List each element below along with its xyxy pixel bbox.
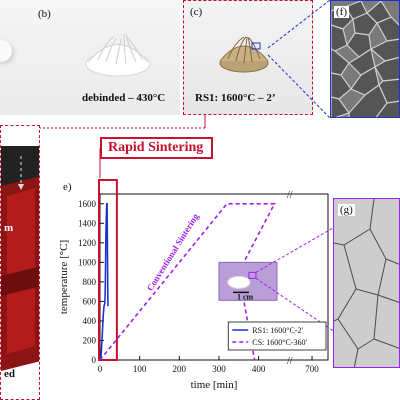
legend-label-0: RS1: 1600°C-2' <box>252 326 303 335</box>
caption-debinded: debinded – 430°C <box>82 92 166 104</box>
left-part-photo <box>0 125 40 400</box>
legend-box <box>227 321 327 351</box>
left-fragment-m: m <box>4 222 14 234</box>
x-tick-label: 400 <box>252 364 266 374</box>
annotation-conventional-sintering: Conventional Sintering <box>145 211 201 292</box>
panel-label-c: (c) <box>190 6 203 18</box>
x-tick-label: 700 <box>305 364 319 374</box>
caption-rs1: RS1: 1600°C – 2’ <box>195 92 276 104</box>
micrograph-g <box>333 198 400 368</box>
axis-break-bottom: // <box>287 356 293 367</box>
photo-panel-b <box>0 0 180 115</box>
y-tick-label: 200 <box>83 335 97 345</box>
inset-part-image <box>227 275 251 289</box>
y-axis-label: temperature [°C] <box>58 240 70 314</box>
legend-label-1: CS: 1600°C-360' <box>252 338 307 347</box>
sintered-part-image <box>219 36 269 73</box>
rs-highlight-box <box>98 179 118 361</box>
panel-label-b: (b) <box>38 8 51 20</box>
rapid-sintering-title: Rapid Sintering <box>108 140 204 155</box>
series-line-0 <box>100 202 109 361</box>
x-tick-label: 100 <box>133 364 147 374</box>
debinded-part-image <box>85 33 151 77</box>
axis-break-top: // <box>287 190 293 201</box>
y-tick-label: 400 <box>83 316 97 326</box>
x-tick-label: 0 <box>98 364 103 374</box>
panel-label-g: (g) <box>338 204 355 216</box>
inset-scale-label: 1 cm <box>237 292 254 301</box>
panel-label-e: e) <box>63 181 72 193</box>
series-line-1 <box>99 202 276 361</box>
x-axis-label: time [min] <box>191 379 238 391</box>
y-tick-label: 1600 <box>78 199 97 209</box>
left-fragment-ed: ed <box>4 368 15 380</box>
x-tick-label: 200 <box>173 364 187 374</box>
y-tick-label: 1200 <box>78 238 97 248</box>
temperature-time-chart: // // 0 200 400 600 800 1000 1200 1400 1600 0 100 200… <box>58 179 385 391</box>
y-tick-label: 1400 <box>78 218 97 228</box>
rapid-sintering-box <box>100 137 213 159</box>
x-tick-label: 300 <box>212 364 226 374</box>
inset-zoom-box <box>248 271 257 279</box>
y-tick-label: 0 <box>92 355 97 365</box>
y-tick-label: 1000 <box>78 257 97 267</box>
y-tick-label: 600 <box>83 296 97 306</box>
y-tick-label: 800 <box>83 277 97 287</box>
panel-label-f: (f) <box>334 6 349 18</box>
